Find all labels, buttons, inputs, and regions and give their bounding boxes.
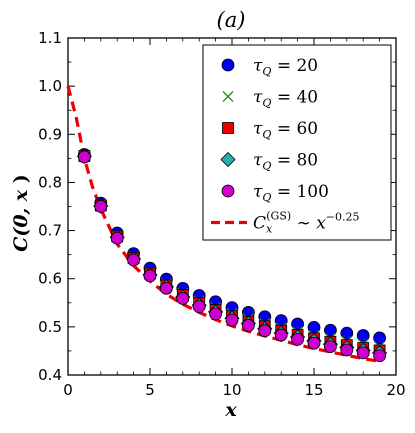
- data-point: [340, 343, 354, 357]
- data-point: [307, 336, 321, 350]
- y-tick-label: 1.1: [38, 29, 62, 47]
- legend-marker: [222, 91, 234, 102]
- data-point: [110, 231, 124, 245]
- data-point: [225, 313, 239, 327]
- data-point: [356, 329, 370, 342]
- data-point: [143, 269, 157, 283]
- legend-label: τQ = 40: [253, 88, 318, 110]
- data-point: [274, 314, 288, 327]
- y-tick-label: 0.9: [38, 125, 62, 143]
- legend-label: τQ = 100: [253, 182, 329, 204]
- reference-curve: [66, 85, 380, 364]
- axes: 0 5 10 15 20 0.4 0.5 0.6 0.7 0.8 0.9 1.0 1.1: [38, 29, 405, 399]
- data-point: [258, 324, 272, 338]
- data-point: [323, 340, 337, 353]
- legend-label: τQ = 60: [253, 119, 318, 141]
- legend-marker: [222, 122, 234, 134]
- y-tick-label: 1.0: [38, 77, 62, 95]
- y-axis-label-var: x: [10, 189, 32, 202]
- data-point: [127, 253, 141, 267]
- y-tick-label: 0.8: [38, 173, 62, 191]
- x-tick-label: 10: [222, 381, 241, 399]
- data-point: [274, 328, 288, 342]
- data-point: [176, 292, 190, 305]
- y-tick-label: 0.4: [38, 366, 62, 384]
- legend-label: τQ = 80: [253, 151, 318, 173]
- x-tick-label: 0: [63, 381, 73, 399]
- data-point: [356, 346, 370, 360]
- data-point: [373, 349, 387, 363]
- data-point: [241, 319, 255, 332]
- legend: τQ = 20 τQ = 40 τQ = 60 τQ = 80 τQ = 100 Cx(G…: [202, 44, 392, 241]
- data-point: [78, 150, 91, 164]
- x-tick-label: 20: [386, 381, 405, 399]
- legend-marker: [221, 58, 235, 72]
- y-axis-label-prefix: C(0,: [10, 208, 32, 252]
- x-tick-label: 15: [304, 381, 323, 399]
- series-5: [78, 150, 387, 363]
- legend-box: [202, 44, 392, 241]
- chart-title: (a): [217, 8, 246, 32]
- data-point: [291, 332, 305, 346]
- reference-curve-layer: [66, 85, 380, 364]
- data-point: [373, 331, 387, 345]
- y-tick-label: 0.5: [38, 318, 62, 336]
- y-tick-label: 0.6: [38, 270, 62, 288]
- x-tick-label: 5: [145, 381, 155, 399]
- y-tick-label: 0.7: [38, 222, 62, 240]
- data-point: [192, 300, 206, 314]
- x-axis-label: x: [224, 399, 237, 421]
- series-layer: [76, 148, 388, 363]
- data-point: [340, 326, 354, 340]
- data-point: [159, 281, 173, 295]
- data-point: [209, 307, 223, 321]
- data-point: [94, 200, 108, 213]
- legend-label: τQ = 20: [253, 56, 318, 78]
- y-axis-label: C(0, x ): [10, 174, 32, 252]
- legend-marker: [220, 151, 236, 168]
- legend-marker: [221, 184, 235, 198]
- y-axis-label-suffix: ): [10, 174, 32, 183]
- legend-label: Cx(GS) ∼ x−0.25: [253, 210, 360, 236]
